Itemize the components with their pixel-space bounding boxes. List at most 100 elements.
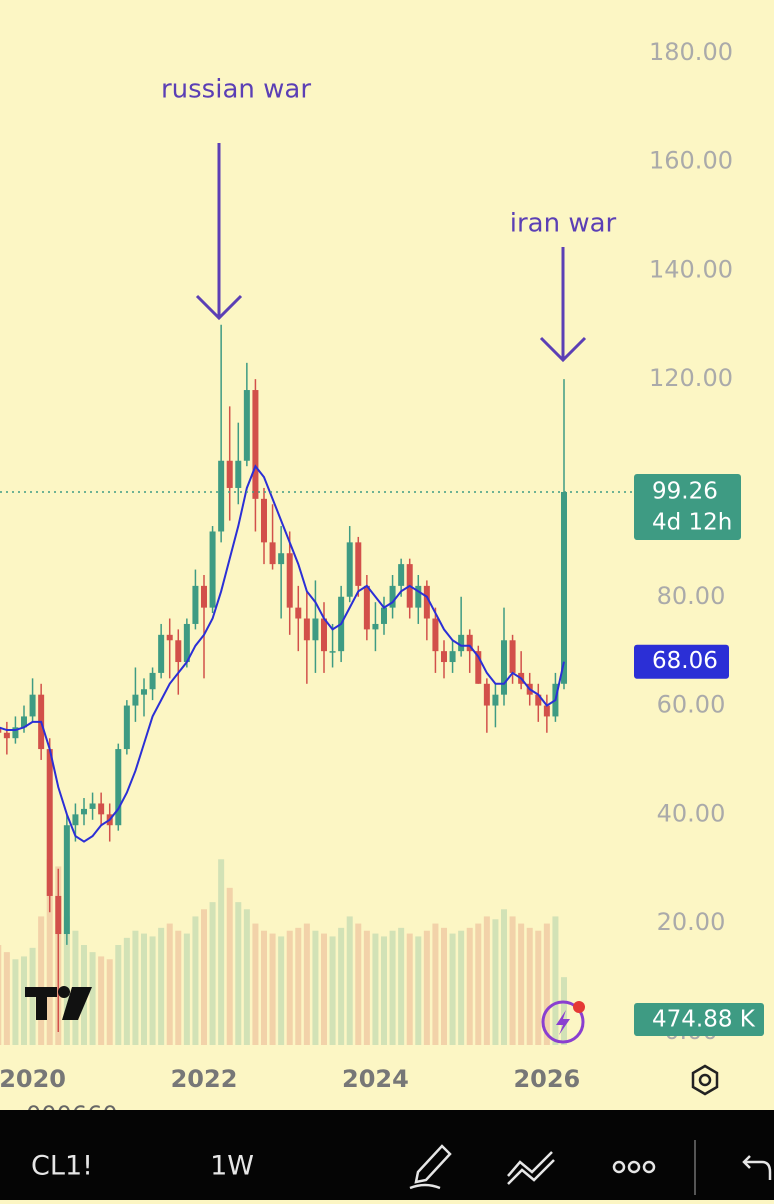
volume-label: 474.88 K	[652, 1007, 756, 1033]
countdown: 4d 12h	[652, 509, 732, 535]
candle-body	[501, 640, 507, 695]
candle-body	[363, 585, 370, 630]
volume-bar	[106, 959, 113, 1045]
volume-bar	[526, 927, 533, 1045]
y-tick-label: 40.00	[657, 799, 726, 827]
candle-body	[329, 651, 336, 653]
candle-body	[243, 390, 250, 461]
volume-bar	[398, 927, 405, 1045]
candle-body	[441, 651, 447, 663]
candle-body	[466, 634, 473, 652]
candle-body	[235, 460, 242, 488]
candle-body	[492, 694, 499, 706]
candle-body	[509, 640, 516, 673]
candle-body	[372, 623, 379, 630]
volume-bar	[552, 916, 559, 1045]
candle-body	[218, 460, 225, 532]
settings-icon[interactable]	[691, 1064, 719, 1096]
volume-bar	[415, 936, 422, 1045]
candle-body	[483, 683, 490, 706]
draw-icon[interactable]	[409, 1144, 452, 1190]
candle-body	[389, 585, 396, 608]
volume-bar	[363, 930, 370, 1045]
volume-bar	[329, 936, 336, 1045]
indicator-icon[interactable]	[507, 1151, 555, 1185]
volume-bar	[321, 933, 327, 1045]
candle-body	[89, 803, 96, 809]
volume-bar	[158, 927, 165, 1045]
volume-bar	[355, 923, 362, 1045]
interval[interactable]: 1W	[210, 1151, 254, 1182]
candle-body	[141, 689, 147, 695]
y-tick-label: 20.00	[657, 908, 726, 936]
candle-body	[286, 553, 293, 608]
volume-bar	[389, 930, 396, 1045]
volume-bar	[372, 933, 379, 1045]
volume-bar	[509, 916, 516, 1045]
volume-bar	[243, 909, 250, 1045]
more-icon[interactable]	[612, 1160, 656, 1174]
volume-bar	[561, 977, 567, 1045]
volume-bar	[192, 916, 199, 1045]
volume-bar	[63, 916, 70, 1045]
volume-bar	[346, 916, 353, 1045]
volume-bar	[535, 930, 542, 1045]
plot	[0, 324, 567, 1045]
volume-bar	[141, 933, 147, 1045]
volume-bar	[3, 952, 10, 1045]
candle-body	[278, 553, 285, 565]
flash-icon[interactable]	[541, 1000, 585, 1044]
candle-body	[72, 814, 79, 826]
volume-bar	[235, 902, 242, 1045]
candle-body	[295, 607, 302, 619]
volume-bar	[295, 927, 302, 1045]
volume-bar	[21, 956, 27, 1045]
candle-body	[381, 607, 387, 624]
ma-label: 68.06	[652, 648, 718, 674]
candle-body	[192, 585, 199, 624]
candle-body	[355, 542, 362, 586]
volume-bar	[466, 927, 473, 1045]
candle-body	[21, 716, 27, 728]
volume-bar	[475, 923, 482, 1045]
volume-bar	[338, 927, 345, 1045]
volume-bar	[132, 930, 139, 1045]
volume-bar	[89, 952, 96, 1045]
volume-bar	[492, 919, 499, 1045]
candle-body	[132, 694, 139, 706]
candle-body	[3, 732, 10, 739]
candle-body	[269, 542, 276, 565]
y-tick-label: 140.00	[649, 255, 733, 283]
symbol[interactable]: CL1!	[31, 1151, 93, 1182]
volume-bar	[209, 902, 216, 1045]
volume-bar	[432, 923, 439, 1045]
volume-bar	[406, 933, 413, 1045]
volume-bar	[218, 859, 225, 1045]
candle-body	[423, 585, 430, 619]
candle-body	[261, 498, 267, 543]
candle-body	[312, 618, 319, 641]
volume-bar	[115, 945, 122, 1045]
undo-icon[interactable]	[742, 1155, 772, 1180]
y-tick-label: 180.00	[649, 38, 733, 66]
last-price-box	[634, 473, 741, 540]
y-tick-label: 60.00	[657, 691, 726, 719]
y-tick-label: 160.00	[649, 147, 733, 175]
toolbar	[0, 1110, 774, 1200]
candle-body	[346, 542, 353, 597]
annotation: iran war	[510, 209, 617, 239]
arrow	[195, 143, 243, 321]
candle-body	[81, 808, 87, 815]
candle-body	[29, 694, 36, 717]
volume-bar	[226, 887, 233, 1045]
volume-bar	[312, 930, 319, 1045]
candle-body	[123, 705, 130, 750]
volume-bar	[278, 936, 285, 1045]
arrow	[539, 247, 587, 363]
x-tick-label: 2024	[342, 1065, 409, 1093]
volume-bar	[123, 937, 130, 1045]
candle-body	[303, 618, 310, 641]
volume-bar	[38, 916, 45, 1045]
